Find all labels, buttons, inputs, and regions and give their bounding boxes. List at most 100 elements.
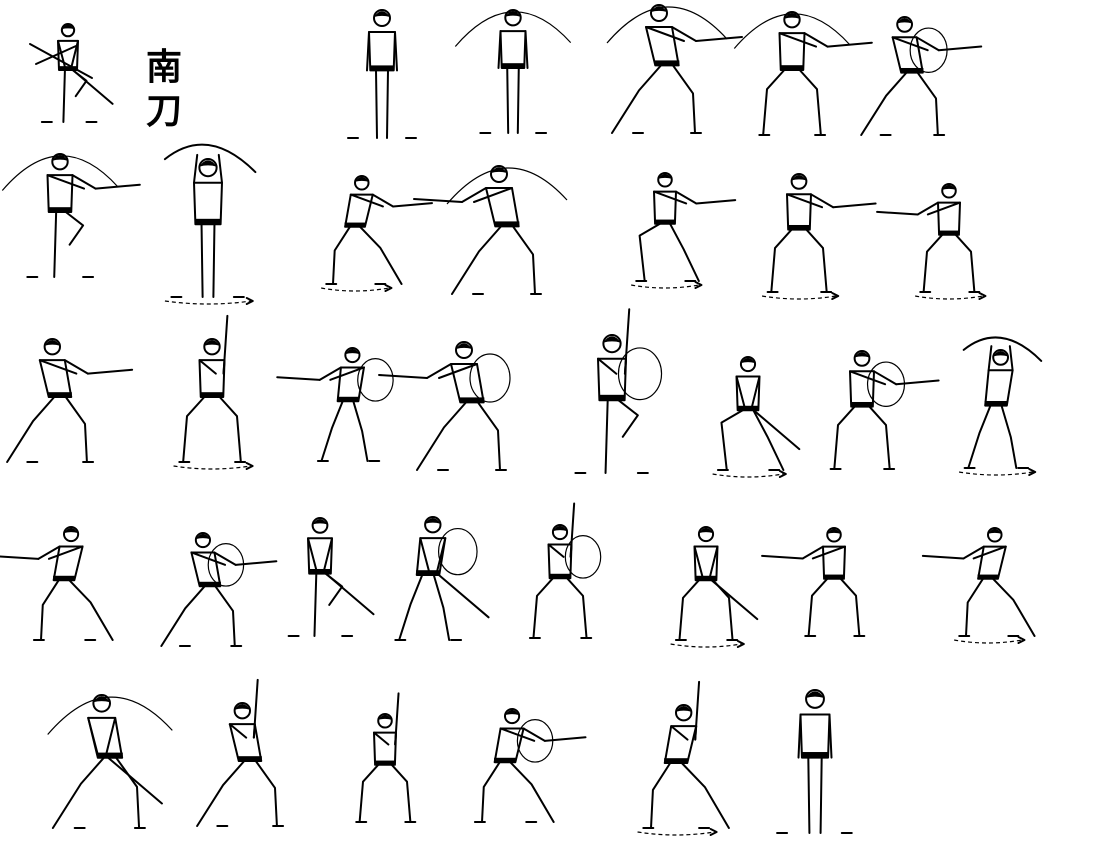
figure-head [783, 11, 801, 29]
figure-arms [499, 727, 546, 742]
movement-circle [564, 535, 602, 579]
sword-blade [252, 678, 259, 739]
posture-figure [606, 4, 743, 134]
figure-arms [419, 537, 447, 575]
sword-blade [708, 577, 759, 621]
footwork-arrow [978, 292, 987, 300]
posture-figure [761, 527, 866, 637]
posture-figure [413, 165, 568, 295]
figure-head [503, 708, 521, 725]
figure-legs [182, 396, 242, 463]
figure-arms [307, 537, 333, 573]
movement-circle [516, 719, 554, 763]
figure-hair [854, 351, 870, 358]
footwork-trace [954, 639, 1022, 644]
posture-figure [574, 308, 663, 474]
figure-hair [204, 340, 220, 346]
movement-arc [733, 13, 851, 49]
sword-blade [94, 183, 141, 190]
posture-figure [347, 9, 417, 139]
figure-belt [369, 65, 395, 71]
figure-head [424, 516, 442, 534]
figure-legs [506, 67, 520, 134]
sword-guard [35, 45, 77, 65]
figure-belt [501, 63, 525, 68]
figure-arms [349, 193, 395, 208]
posture-figure [860, 16, 983, 136]
figure-head [853, 350, 871, 367]
figure-legs [53, 211, 85, 278]
figure-head [941, 183, 957, 199]
posture-figure [163, 143, 257, 305]
figure-head [373, 9, 391, 27]
figure-torso [368, 31, 396, 72]
footwork-arrow [778, 470, 787, 478]
figure-head [826, 527, 842, 543]
figure-belt [238, 756, 262, 761]
figure-legs [833, 405, 891, 470]
footwork-arrow [831, 292, 840, 300]
figure-hair [374, 11, 390, 17]
posture-figure [712, 356, 801, 478]
figure-belt [199, 581, 221, 587]
figure-hair [552, 525, 568, 532]
posture-figure [287, 517, 375, 637]
sword-blade [392, 202, 433, 208]
figure-arms [797, 713, 833, 759]
posture-figure [378, 341, 511, 471]
sword-blade [695, 36, 743, 42]
figure-belt [308, 568, 332, 574]
movement-circle [617, 347, 663, 401]
movement-arc [1, 155, 119, 191]
figure-arms [735, 375, 761, 410]
figure-head [650, 4, 668, 22]
figure-belt [200, 392, 224, 397]
figure-head [377, 713, 393, 729]
sword-blade [222, 314, 229, 375]
figure-arms [786, 193, 835, 209]
footwork-arrow [709, 828, 718, 836]
figure-belt [900, 67, 924, 73]
posture-figure [40, 23, 114, 123]
sword-blade [694, 680, 701, 741]
figure-head [739, 356, 757, 373]
title-character-nan: 南 [145, 47, 182, 88]
figure-legs [611, 64, 696, 134]
footwork-trace [321, 287, 389, 292]
figure-torso [336, 366, 365, 403]
posture-figure [47, 694, 173, 829]
figure-belt [48, 392, 72, 397]
movement-circle [909, 27, 948, 73]
figure-legs [375, 69, 389, 139]
posture-figure [631, 172, 737, 289]
movement-arc [606, 6, 728, 44]
figure-torso [193, 181, 223, 226]
sword-blade [104, 754, 163, 805]
figure-arms [645, 26, 697, 42]
movement-circle [866, 361, 906, 407]
figure-arms [190, 551, 237, 566]
figure-legs [770, 228, 828, 293]
posture-figure [637, 680, 730, 836]
figure-legs [720, 409, 785, 471]
posture-figure [0, 526, 114, 641]
figure-hair [345, 348, 360, 355]
figure-legs [196, 760, 278, 827]
figure-hair [312, 518, 328, 525]
figure-arms [373, 731, 397, 746]
figure-legs [650, 762, 730, 829]
figure-legs [678, 579, 734, 641]
posture-figure [829, 350, 940, 470]
posture-figure [6, 338, 134, 463]
figure-belt [737, 405, 759, 411]
figure-arms [366, 31, 398, 72]
figure-hair [993, 350, 1008, 357]
figure-arms [38, 359, 89, 375]
figure-belt [58, 66, 78, 70]
figure-hair [740, 357, 756, 364]
figure-hair [199, 160, 217, 167]
posture-figure [173, 314, 254, 470]
posture-figure [355, 692, 417, 823]
figure-hair [378, 714, 392, 720]
